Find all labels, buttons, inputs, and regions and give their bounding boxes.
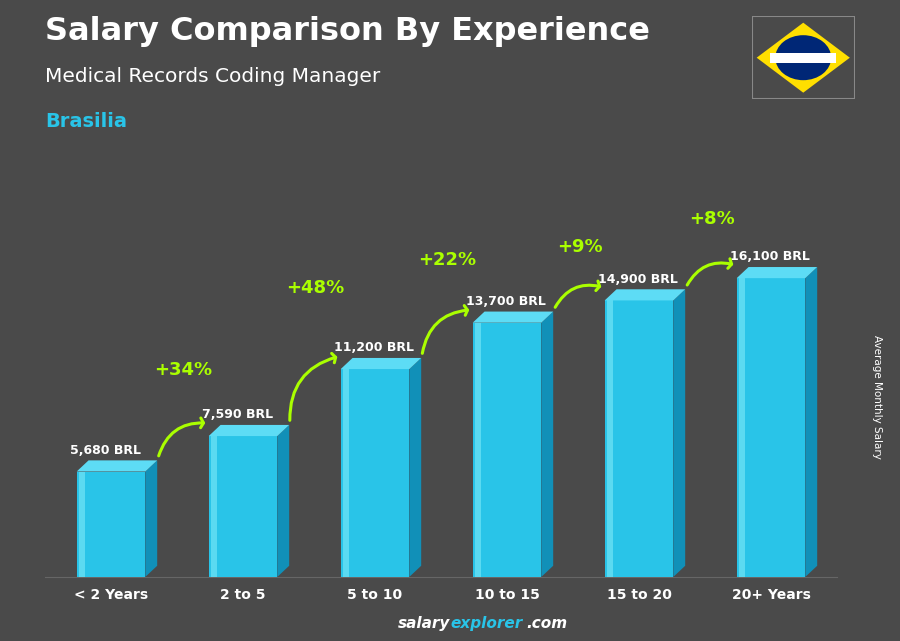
Polygon shape	[341, 358, 421, 369]
Text: .com: .com	[526, 617, 568, 631]
Polygon shape	[605, 289, 685, 301]
Text: 7,590 BRL: 7,590 BRL	[202, 408, 274, 421]
Text: Salary Comparison By Experience: Salary Comparison By Experience	[45, 16, 650, 47]
Polygon shape	[209, 425, 289, 436]
Text: +48%: +48%	[286, 279, 345, 297]
Text: 5,680 BRL: 5,680 BRL	[70, 444, 141, 456]
Text: 11,200 BRL: 11,200 BRL	[334, 341, 414, 354]
Bar	[605, 301, 673, 577]
Polygon shape	[76, 460, 158, 472]
Text: 16,100 BRL: 16,100 BRL	[730, 251, 810, 263]
Circle shape	[775, 35, 832, 80]
Bar	[475, 322, 481, 577]
Bar	[608, 301, 613, 577]
Bar	[79, 472, 85, 577]
Polygon shape	[145, 460, 158, 577]
Polygon shape	[737, 267, 817, 278]
Bar	[209, 436, 277, 577]
Text: Brasilia: Brasilia	[45, 112, 127, 131]
Polygon shape	[541, 312, 554, 577]
Bar	[76, 472, 145, 577]
Text: +22%: +22%	[418, 251, 477, 269]
Bar	[344, 369, 349, 577]
Text: salary: salary	[398, 617, 450, 631]
Polygon shape	[472, 312, 554, 322]
Polygon shape	[277, 425, 289, 577]
Bar	[472, 322, 541, 577]
Polygon shape	[673, 289, 685, 577]
Text: Average Monthly Salary: Average Monthly Salary	[872, 335, 883, 460]
Text: +34%: +34%	[155, 360, 212, 379]
Bar	[770, 53, 836, 63]
Polygon shape	[410, 358, 421, 577]
Text: +9%: +9%	[557, 238, 602, 256]
Polygon shape	[806, 267, 817, 577]
Text: 13,700 BRL: 13,700 BRL	[466, 295, 546, 308]
Bar	[740, 278, 745, 577]
Text: Medical Records Coding Manager: Medical Records Coding Manager	[45, 67, 380, 87]
Text: explorer: explorer	[450, 617, 522, 631]
Bar	[212, 436, 217, 577]
Bar	[737, 278, 806, 577]
Polygon shape	[757, 22, 850, 93]
Text: 14,900 BRL: 14,900 BRL	[598, 272, 678, 286]
Bar	[341, 369, 410, 577]
Text: +8%: +8%	[688, 210, 734, 228]
